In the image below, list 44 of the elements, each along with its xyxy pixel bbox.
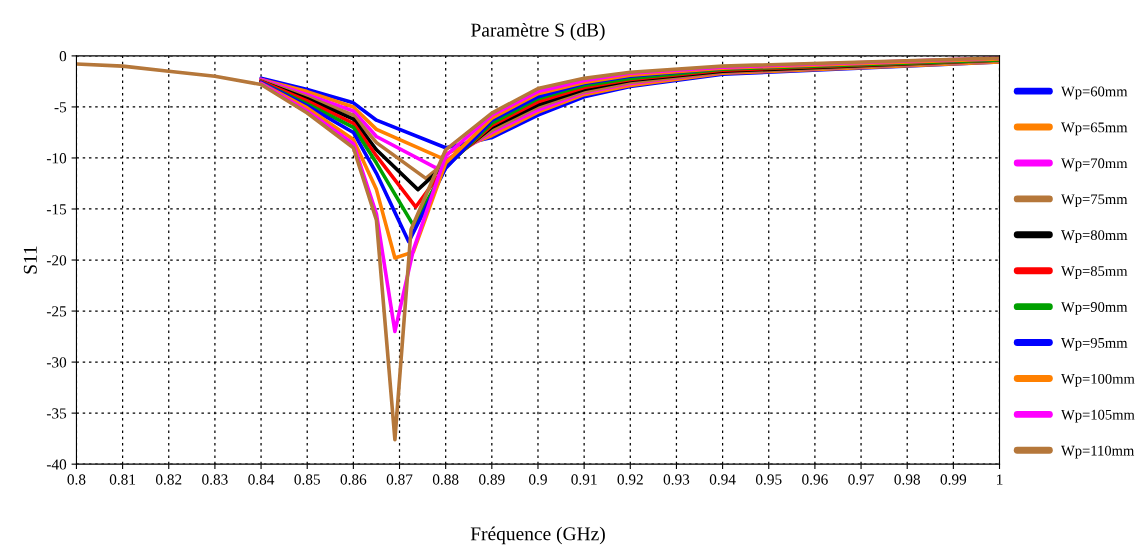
x-tick-label: 0.8 [67, 474, 86, 485]
legend-label: Wp=65mm [1061, 122, 1128, 136]
y-tick-label: 0 [59, 51, 67, 62]
y-tick-label: -30 [46, 357, 67, 368]
x-tick-label: 0.89 [479, 474, 505, 485]
x-tick-label: 0.88 [432, 474, 459, 485]
x-tick-label: 0.99 [940, 474, 967, 485]
legend-label: Wp=80mm [1061, 230, 1128, 244]
y-tick-label: -40 [46, 459, 67, 470]
x-tick-label: 0.81 [109, 474, 136, 485]
y-tick-label: -25 [46, 306, 67, 317]
x-tick-label: 0.83 [202, 474, 228, 485]
x-tick-label: 0.95 [755, 474, 782, 485]
x-tick-label: 0.85 [294, 474, 320, 485]
legend-label: Wp=85mm [1061, 266, 1128, 279]
x-tick-label: 0.98 [894, 474, 920, 485]
x-tick-label: 0.91 [571, 474, 597, 485]
legend-label: Wp=75mm [1061, 194, 1128, 208]
x-tick-label: 0.86 [340, 474, 367, 485]
legend-label: Wp=90mm [1061, 302, 1128, 315]
x-tick-label: 0.97 [848, 474, 874, 485]
x-tick-label: 0.84 [248, 474, 275, 485]
legend-label: Wp=60mm [1061, 86, 1128, 100]
legend-label: Wp=70mm [1061, 158, 1128, 172]
x-tick-label: 0.94 [709, 474, 736, 485]
x-axis-title: Fréquence (GHz) [470, 526, 605, 545]
x-tick-label: 0.87 [386, 474, 413, 485]
chart-title: Paramètre S (dB) [471, 22, 605, 41]
y-tick-label: -20 [46, 255, 67, 266]
x-tick-label: 0.82 [155, 474, 182, 485]
legend-label: Wp=100mm [1061, 373, 1135, 387]
x-tick-label: 0.96 [802, 474, 828, 485]
y-tick-label: -5 [54, 102, 67, 113]
x-tick-label: 0.93 [663, 474, 690, 485]
y-tick-label: -15 [46, 204, 67, 215]
legend-label: Wp=95mm [1061, 338, 1128, 351]
y-axis-title: S11 [23, 246, 37, 274]
legend-label: Wp=105mm [1061, 409, 1135, 423]
y-tick-label: -35 [46, 408, 67, 419]
x-tick-label: 0.92 [617, 474, 643, 485]
x-tick-label: 1 [997, 474, 1003, 485]
y-tick-label: -10 [46, 153, 67, 164]
legend-label: Wp=110mm [1061, 445, 1135, 459]
x-tick-label: 0.9 [529, 474, 547, 485]
